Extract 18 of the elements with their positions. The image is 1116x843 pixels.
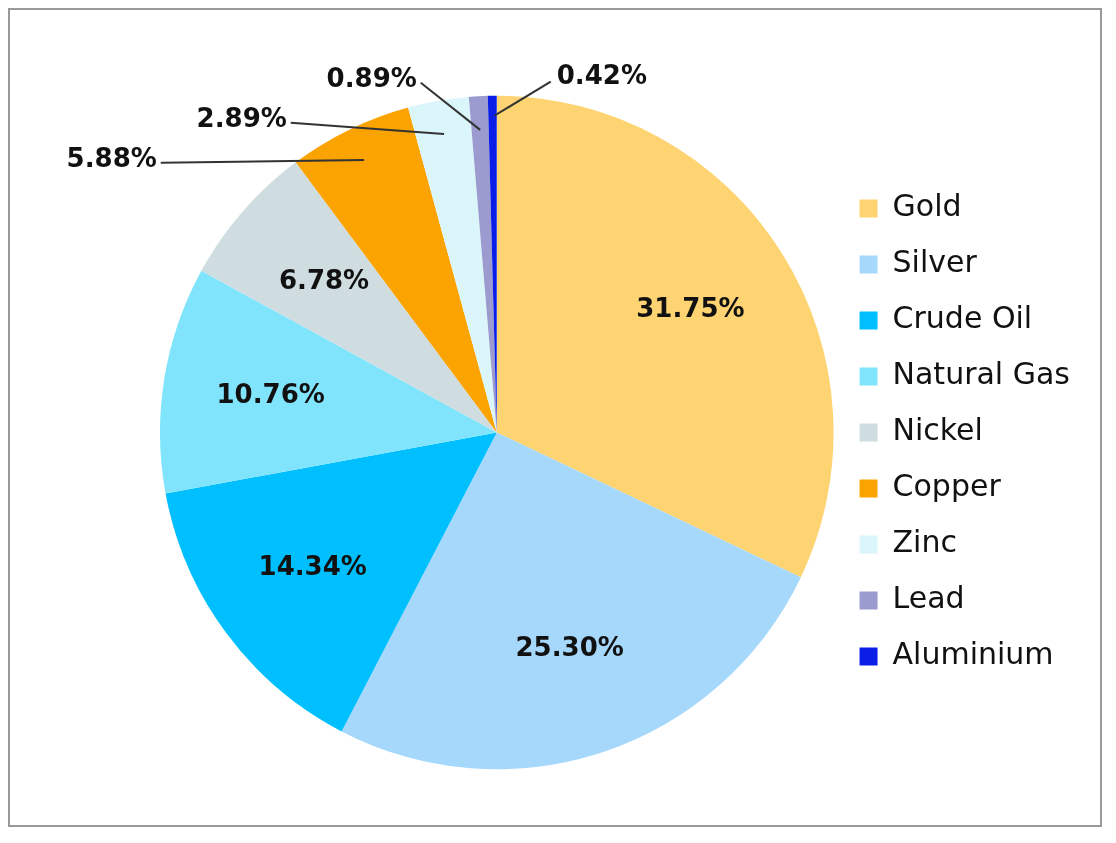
legend-label: Aluminium [892, 636, 1054, 672]
legend-label: Zinc [892, 524, 957, 560]
data-label: 0.89% [326, 63, 417, 94]
data-label: 10.76% [216, 378, 325, 409]
legend-label: Natural Gas [892, 356, 1070, 392]
data-label: 6.78% [278, 264, 370, 295]
legend-label: Crude Oil [892, 300, 1033, 336]
data-label: 2.89% [196, 103, 287, 134]
legend-label: Copper [892, 468, 1002, 504]
data-label: 25.30% [515, 632, 624, 663]
data-label: 31.75% [636, 292, 745, 323]
legend-label: Nickel [892, 412, 983, 448]
data-label: 0.42% [556, 60, 647, 91]
legend-label: Gold [892, 188, 962, 224]
data-label: 5.88% [66, 143, 157, 174]
legend-label: Lead [892, 580, 965, 616]
data-label: 14.34% [258, 551, 367, 582]
legend-label: Silver [892, 244, 978, 280]
